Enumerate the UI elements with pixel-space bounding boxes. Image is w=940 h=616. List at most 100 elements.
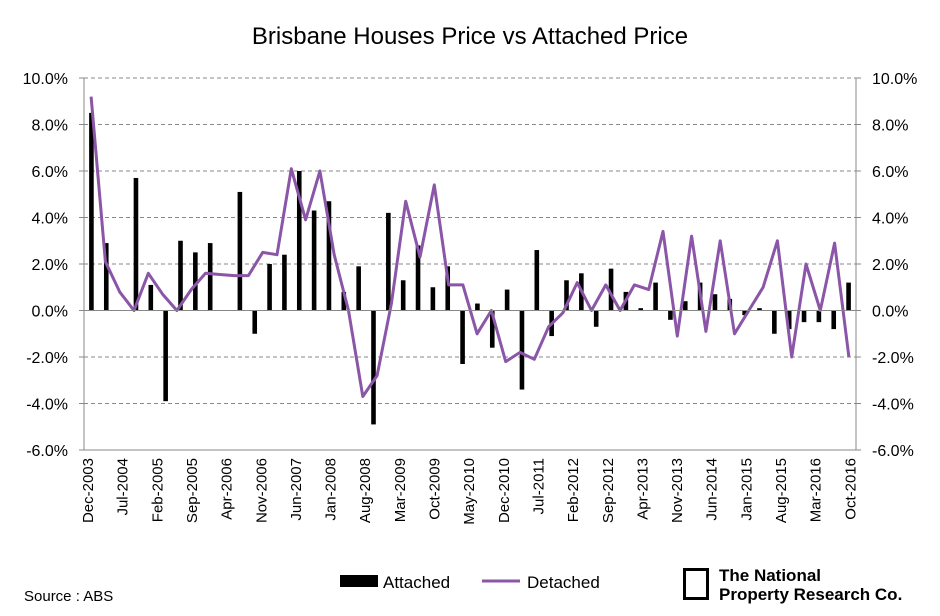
attached-bar — [475, 303, 480, 311]
legend-swatch-attached — [340, 575, 378, 587]
x-tick-label: Aug-2008 — [357, 458, 374, 523]
attached-bar — [445, 266, 451, 311]
chart-title: Brisbane Houses Price vs Attached Price — [252, 23, 688, 50]
y-tick-label-left: 0.0% — [32, 304, 68, 321]
attached-bar — [103, 243, 109, 311]
y-tick-label-right: 4.0% — [872, 211, 908, 228]
y-tick-label-right: -2.0% — [872, 350, 914, 367]
attached-bar — [608, 268, 614, 311]
attached-bars — [89, 112, 851, 425]
attached-bar — [386, 212, 391, 311]
y-tick-label-left: 10.0% — [23, 71, 68, 88]
attached-bar — [89, 112, 94, 311]
attached-bar — [504, 289, 510, 311]
x-tick-label: Jul-2004 — [115, 458, 132, 516]
attached-bar — [534, 250, 540, 311]
logo-line-2: Property Research Co. — [719, 585, 903, 604]
y-tick-label-right: 0.0% — [872, 304, 908, 321]
attached-bar — [163, 310, 168, 402]
attached-bar — [296, 171, 302, 311]
y-axis-right-labels: 10.0% 8.0% 6.0% 4.0% 2.0% 0.0% -2.0% -4.0% -6.0% — [872, 71, 917, 460]
attached-bar — [400, 280, 406, 311]
legend: Attached Detached — [340, 573, 600, 592]
y-tick-label-left: 8.0% — [32, 118, 68, 135]
y-tick-label-right: -4.0% — [872, 397, 914, 414]
x-tick-label: Feb-2005 — [149, 458, 166, 522]
attached-bar — [415, 245, 421, 311]
y-tick-label-left: -6.0% — [26, 443, 68, 460]
attached-bar — [816, 310, 822, 323]
attached-bar — [148, 284, 154, 311]
x-tick-label: Jan-2008 — [323, 458, 340, 521]
detached-line — [89, 96, 851, 398]
attached-bar — [712, 294, 718, 311]
y-tick-label-right: -6.0% — [872, 443, 914, 460]
y-tick-label-left: 2.0% — [32, 257, 68, 274]
attached-bar — [846, 282, 851, 311]
y-tick-label-left: -2.0% — [26, 350, 68, 367]
gridlines — [84, 77, 856, 404]
attached-bar — [133, 177, 139, 311]
attached-bar — [311, 210, 317, 311]
x-tick-label: Sep-2012 — [600, 458, 617, 523]
x-axis-labels: Dec-2003 Jul-2004 Feb-2005 Sep-2005 Apr-2006… — [80, 458, 859, 525]
x-tick-label: Oct-2016 — [842, 458, 859, 520]
attached-bar — [772, 310, 777, 334]
x-tick-label: Dec-2010 — [496, 458, 513, 523]
attached-bar — [460, 310, 465, 364]
x-tick-label: Jul-2011 — [530, 458, 547, 514]
x-tick-label: Mar-2016 — [808, 458, 825, 522]
attached-bar — [593, 310, 599, 327]
legend-label-detached: Detached — [527, 573, 600, 592]
x-tick-label: Aug-2015 — [773, 458, 790, 523]
attached-bar — [341, 291, 347, 311]
x-tick-label: Feb-2012 — [565, 458, 582, 522]
x-tick-label: Nov-2013 — [669, 458, 686, 523]
legend-label-attached: Attached — [383, 573, 450, 592]
attached-bar — [237, 191, 243, 311]
attached-bar — [356, 266, 361, 311]
x-tick-label: Jun-2014 — [704, 458, 721, 521]
attached-bar — [564, 280, 569, 311]
attached-bar — [786, 310, 792, 330]
attached-bar — [519, 310, 525, 390]
y-tick-label-left: -4.0% — [26, 397, 68, 414]
x-tick-label: Mar-2009 — [392, 458, 409, 522]
x-tick-label: Nov-2006 — [253, 458, 270, 523]
attached-bar — [178, 240, 183, 311]
attached-bar — [638, 308, 644, 311]
attached-bar — [430, 287, 436, 311]
attached-bar — [326, 201, 332, 311]
x-tick-label: Jun-2007 — [288, 458, 305, 521]
x-tick-label: Apr-2013 — [634, 458, 651, 520]
attached-bar — [757, 308, 762, 311]
company-logo: The National Property Research Co. — [683, 566, 933, 606]
attached-bar — [371, 310, 376, 425]
attached-bar — [267, 264, 272, 311]
y-tick-label-left: 6.0% — [32, 164, 68, 181]
attached-bar — [282, 254, 287, 311]
attached-bar — [801, 310, 807, 323]
x-tick-label: Apr-2006 — [219, 458, 236, 520]
x-tick-label: Jan-2015 — [738, 458, 755, 521]
source-note: Source : ABS — [24, 588, 114, 605]
x-tick-label: Oct-2009 — [427, 458, 444, 520]
y-tick-label-right: 10.0% — [872, 71, 917, 88]
x-tick-label: May-2010 — [461, 458, 478, 525]
logo-line-1: The National — [719, 566, 822, 585]
detached-series-line — [89, 96, 851, 398]
y-tick-label-right: 2.0% — [872, 257, 908, 274]
attached-bar — [653, 282, 658, 311]
x-tick-label: Sep-2005 — [184, 458, 201, 523]
attached-bar — [742, 310, 747, 316]
y-tick-label-left: 4.0% — [32, 211, 68, 228]
y-tick-label-right: 8.0% — [872, 118, 908, 135]
y-axis-left-labels: 10.0% 8.0% 6.0% 4.0% 2.0% 0.0% -2.0% -4.0% -6.0% — [23, 71, 68, 460]
x-tick-label: Dec-2003 — [80, 458, 97, 523]
attached-bar — [252, 310, 258, 334]
attached-bar — [193, 252, 198, 311]
attached-bar — [668, 310, 673, 320]
attached-bar — [489, 310, 495, 348]
logo-text: The National Property Research Co. — [719, 566, 902, 604]
